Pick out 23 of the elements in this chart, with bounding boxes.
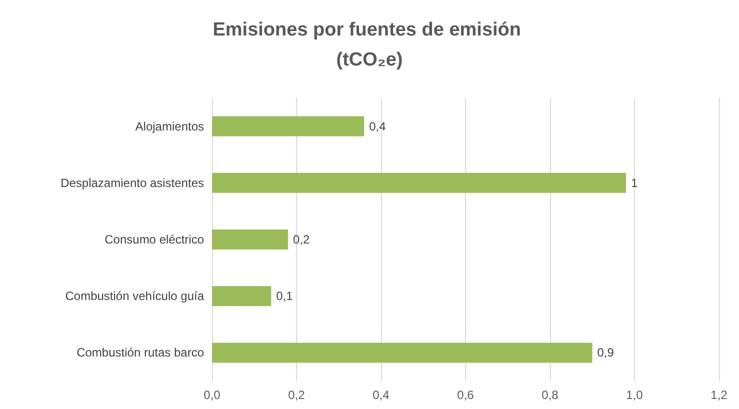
y-tick-label: Combustión vehículo guía [65,289,204,304]
x-tick-label: 0,6 [457,388,474,402]
y-tick-label: Combustión rutas barco [76,346,204,360]
bar [212,230,288,250]
bar [212,342,592,363]
chart-title: Emisiones por fuentes de emisión (tCO₂e) [212,20,526,70]
data-label: 1 [631,176,638,190]
data-label: 0,2 [293,232,310,246]
bar [212,116,364,136]
x-tick-label: 0,4 [372,388,390,402]
data-label: 0,4 [369,119,386,134]
bar [212,172,626,193]
bar [212,286,272,306]
x-tick-label: 1,0 [626,388,644,402]
x-tick-label: 0,0 [204,388,221,402]
y-tick-label: Consumo eléctrico [104,232,204,246]
x-tick-label: 0,8 [542,388,559,402]
x-tick-label: 1,2 [710,388,728,402]
data-label: 0,1 [276,289,294,304]
y-tick-label: Alojamientos [135,119,204,134]
y-tick-label: Desplazamiento asistentes [60,176,204,190]
data-label: 0,9 [597,346,614,360]
x-tick-label: 0,2 [288,388,306,402]
